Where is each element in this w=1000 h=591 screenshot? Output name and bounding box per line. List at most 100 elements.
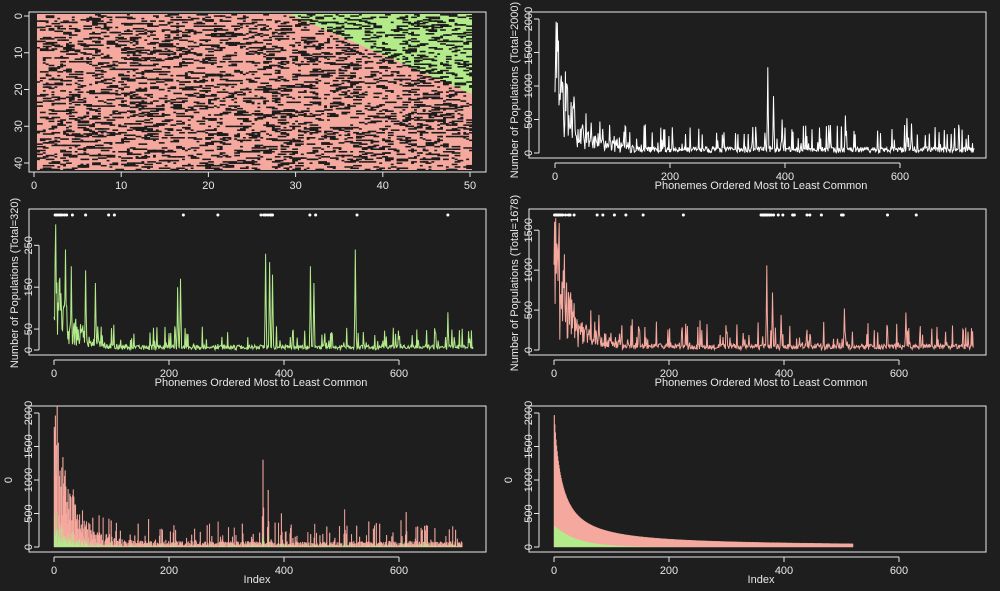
map-empty-cell (358, 161, 362, 163)
map-empty-cell (68, 48, 75, 50)
map-empty-cell (364, 31, 374, 34)
map-empty-cell (370, 46, 374, 49)
map-empty-cell (202, 19, 209, 21)
map-empty-cell (240, 123, 243, 125)
map-empty-cell (211, 33, 220, 35)
map-empty-cell (344, 67, 351, 69)
map-empty-cell (257, 135, 261, 138)
total-series-line (554, 21, 975, 155)
map-empty-cell (57, 120, 64, 123)
map-empty-cell (344, 140, 354, 143)
map-empty-cell (298, 64, 301, 67)
map-empty-cell (132, 59, 142, 62)
map-empty-cell (318, 79, 322, 82)
map-empty-cell (312, 45, 322, 48)
map-empty-cell (193, 31, 203, 34)
map-empty-cell (269, 138, 278, 140)
map-empty-cell (60, 121, 64, 124)
map-empty-cell (399, 111, 403, 114)
map-empty-cell (132, 27, 142, 30)
map-empty-cell (405, 116, 412, 119)
map-empty-cell (416, 112, 420, 115)
map-empty-cell (83, 148, 87, 151)
map-empty-cell (138, 64, 148, 67)
map-empty-cell (74, 119, 78, 121)
map-empty-cell (254, 41, 264, 44)
map-empty-cell (80, 52, 87, 54)
map-empty-cell (318, 126, 322, 129)
map-empty-cell (184, 86, 194, 88)
map-empty-cell (74, 73, 84, 76)
red-marker-point (612, 213, 616, 217)
map-empty-cell (309, 133, 313, 135)
map-empty-cell (100, 130, 107, 133)
map-empty-cell (318, 162, 325, 164)
map-empty-cell (292, 45, 296, 48)
map-empty-cell (121, 157, 130, 159)
map-empty-cell (187, 81, 191, 83)
map-empty-cell (129, 163, 136, 166)
map-empty-cell (208, 19, 214, 21)
map-empty-cell (416, 22, 426, 25)
map-empty-cell (292, 59, 298, 62)
map-empty-cell (257, 102, 261, 105)
map-empty-cell (321, 143, 325, 145)
map-empty-cell (379, 67, 383, 69)
map-empty-cell (45, 15, 55, 17)
map-empty-cell (370, 73, 377, 76)
map-empty-cell (271, 150, 275, 153)
map-empty-cell (124, 137, 127, 139)
green-marker-point (355, 213, 359, 217)
map-empty-cell (303, 24, 310, 26)
map-empty-cell (144, 69, 153, 72)
map-empty-cell (106, 131, 113, 134)
map-empty-cell (324, 163, 330, 166)
map-empty-cell (45, 45, 52, 48)
map-empty-cell (364, 27, 374, 30)
map-empty-cell (103, 62, 110, 64)
map-empty-cell (170, 53, 177, 55)
map-empty-cell (338, 33, 345, 35)
map-empty-cell (269, 145, 278, 148)
map-empty-cell (179, 53, 188, 55)
map-empty-cell (440, 144, 449, 147)
map-empty-cell (321, 74, 330, 77)
map-empty-cell (89, 63, 93, 66)
map-empty-cell (283, 142, 293, 144)
map-empty-cell (63, 144, 72, 147)
map-empty-cell (184, 29, 194, 31)
map-empty-cell (312, 97, 322, 100)
map-empty-cell (219, 78, 229, 81)
map-empty-cell (92, 131, 98, 134)
map-empty-cell (312, 53, 319, 55)
map-empty-cell (408, 149, 417, 152)
map-empty-cell (164, 101, 168, 104)
map-empty-cell (205, 16, 211, 19)
map-empty-cell (405, 41, 409, 44)
map-empty-cell (83, 133, 93, 135)
map-empty-cell (335, 38, 339, 40)
map-empty-cell (240, 26, 243, 29)
map-empty-cell (434, 29, 438, 31)
map-empty-cell (211, 163, 214, 166)
map-empty-cell (251, 159, 255, 162)
map-empty-cell (176, 43, 180, 45)
map-empty-cell (315, 48, 322, 50)
map-empty-cell (329, 105, 339, 107)
map-empty-cell (248, 134, 258, 137)
map-empty-cell (376, 62, 383, 64)
map-empty-cell (329, 63, 339, 66)
map-empty-cell (71, 167, 78, 170)
map-empty-cell (344, 44, 351, 47)
map-empty-cell (257, 112, 264, 115)
map-empty-cell (118, 81, 124, 83)
map-empty-cell (358, 26, 362, 29)
map-empty-cell (100, 16, 104, 19)
map-empty-cell (153, 110, 159, 112)
map-empty-cell (445, 91, 449, 93)
map-empty-cell (248, 46, 258, 49)
map-empty-cell (147, 71, 156, 73)
map-empty-cell (135, 58, 142, 60)
red-marker-point (681, 213, 685, 217)
